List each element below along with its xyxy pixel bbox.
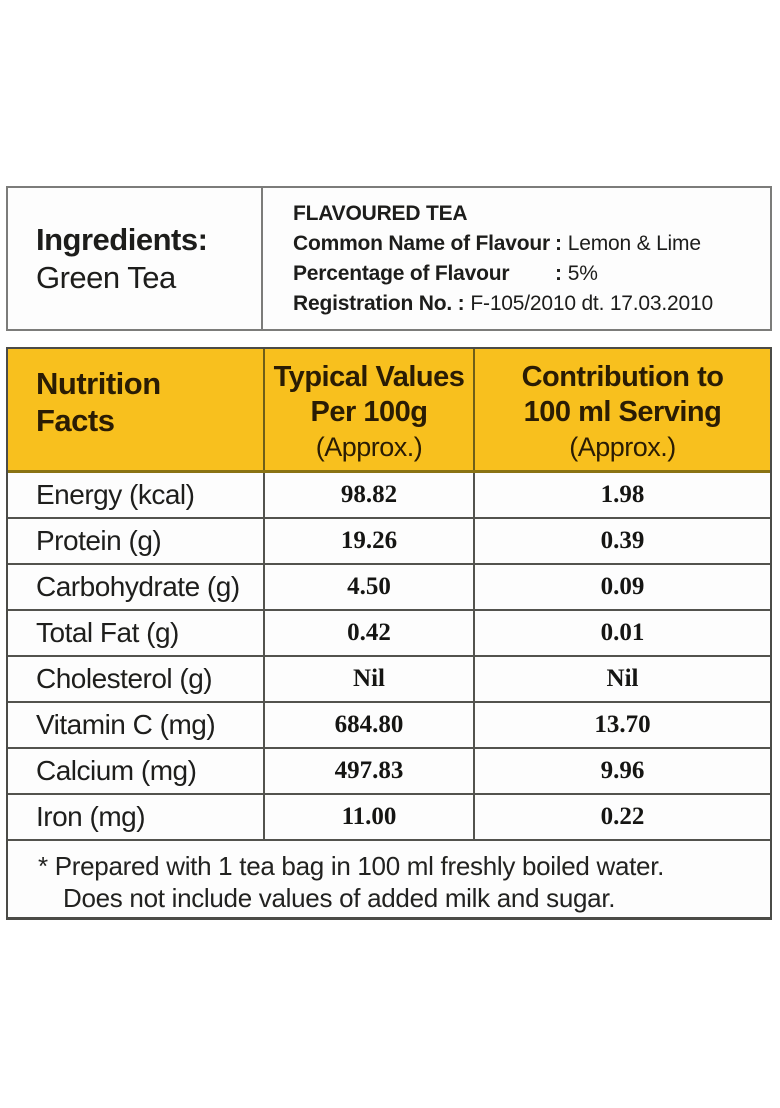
nutrient-name: Vitamin C (mg)	[36, 709, 216, 740]
table-row-vitamin-c: Vitamin C (mg) 684.80 13.70	[8, 703, 770, 749]
table-row-energy: Energy (kcal) 98.82 1.98	[8, 473, 770, 519]
flavour-title: FLAVOURED TEA	[293, 202, 468, 225]
nutrition-facts-table: Nutrition Facts Typical Values Per 100g …	[6, 347, 772, 920]
value-per-100g: Nil	[263, 657, 473, 701]
flavour-common-name-value: Lemon & Lime	[567, 232, 701, 255]
value-per-100g: 19.26	[263, 519, 473, 563]
flavour-registration-label: Registration No. :	[293, 292, 465, 315]
ingredients-panel: Ingredients: Green Tea FLAVOURED TEA Com…	[6, 186, 772, 331]
nutrient-name: Carbohydrate (g)	[36, 571, 240, 602]
flavour-common-name-separator: :	[555, 232, 562, 255]
header-contribution-line2: 100 ml Serving	[523, 396, 722, 428]
value-per-100g: 497.83	[263, 749, 473, 793]
header-nutrition-facts-line2: Facts	[36, 403, 115, 438]
table-row-protein: Protein (g) 19.26 0.39	[8, 519, 770, 565]
nutrient-name: Protein (g)	[36, 525, 162, 556]
footnote-line1: * Prepared with 1 tea bag in 100 ml fres…	[38, 851, 665, 881]
value-per-serving: Nil	[473, 657, 770, 701]
ingredients-heading: Ingredients:	[36, 221, 208, 257]
header-nutrition-facts-line1: Nutrition	[36, 366, 161, 401]
value-per-serving: 0.22	[473, 795, 770, 839]
value-per-100g: 0.42	[263, 611, 473, 655]
header-contribution-line1: Contribution to	[521, 361, 724, 393]
preparation-footnote: * Prepared with 1 tea bag in 100 ml fres…	[8, 841, 770, 917]
header-typical-values-line1: Typical Values	[273, 361, 465, 393]
value-per-100g: 684.80	[263, 703, 473, 747]
nutrition-table-header: Nutrition Facts Typical Values Per 100g …	[8, 349, 770, 473]
header-typical-values-line2: Per 100g	[310, 396, 428, 428]
value-per-serving: 0.09	[473, 565, 770, 609]
header-contribution-approx: (Approx.)	[569, 432, 676, 462]
footnote-line2: Does not include values of added milk an…	[63, 883, 616, 913]
value-per-100g: 11.00	[263, 795, 473, 839]
table-row-cholesterol: Cholesterol (g) Nil Nil	[8, 657, 770, 703]
flavour-percentage-value: 5%	[567, 262, 598, 285]
flavour-common-name-row: Common Name of Flavour: Lemon & Lime	[293, 229, 770, 259]
flavour-registration-value: F-105/2010 dt. 17.03.2010	[470, 292, 713, 315]
table-row-carbohydrate: Carbohydrate (g) 4.50 0.09	[8, 565, 770, 611]
nutrient-name: Energy (kcal)	[36, 479, 195, 510]
value-per-100g: 4.50	[263, 565, 473, 609]
ingredients-cell: Ingredients: Green Tea	[8, 188, 263, 329]
value-per-serving: 9.96	[473, 749, 770, 793]
header-contribution: Contribution to 100 ml Serving (Approx.)	[473, 349, 770, 470]
value-per-serving: 0.39	[473, 519, 770, 563]
flavour-percentage-label: Percentage of Flavour	[293, 262, 510, 285]
header-typical-values-approx: (Approx.)	[315, 432, 423, 462]
flavour-registration-row: Registration No. : F-105/2010 dt. 17.03.2…	[293, 289, 770, 319]
nutrient-name: Total Fat (g)	[36, 617, 179, 648]
flavour-percentage-row: Percentage of Flavour:5%	[293, 259, 770, 289]
header-typical-values: Typical Values Per 100g (Approx.)	[263, 349, 473, 470]
nutrient-name: Iron (mg)	[36, 801, 146, 832]
nutrient-name: Calcium (mg)	[36, 755, 197, 786]
flavour-cell: FLAVOURED TEA Common Name of Flavour: Lem…	[263, 188, 770, 329]
value-per-100g: 98.82	[263, 473, 473, 517]
value-per-serving: 0.01	[473, 611, 770, 655]
nutrient-name: Cholesterol (g)	[36, 663, 213, 694]
flavour-percentage-separator: :	[555, 262, 562, 285]
table-row-iron: Iron (mg) 11.00 0.22	[8, 795, 770, 841]
header-nutrition-facts: Nutrition Facts	[8, 349, 263, 470]
value-per-serving: 1.98	[473, 473, 770, 517]
flavour-common-name-label: Common Name of Flavour	[293, 232, 550, 255]
table-row-calcium: Calcium (mg) 497.83 9.96	[8, 749, 770, 795]
table-row-total-fat: Total Fat (g) 0.42 0.01	[8, 611, 770, 657]
value-per-serving: 13.70	[473, 703, 770, 747]
ingredients-value: Green Tea	[36, 259, 176, 295]
